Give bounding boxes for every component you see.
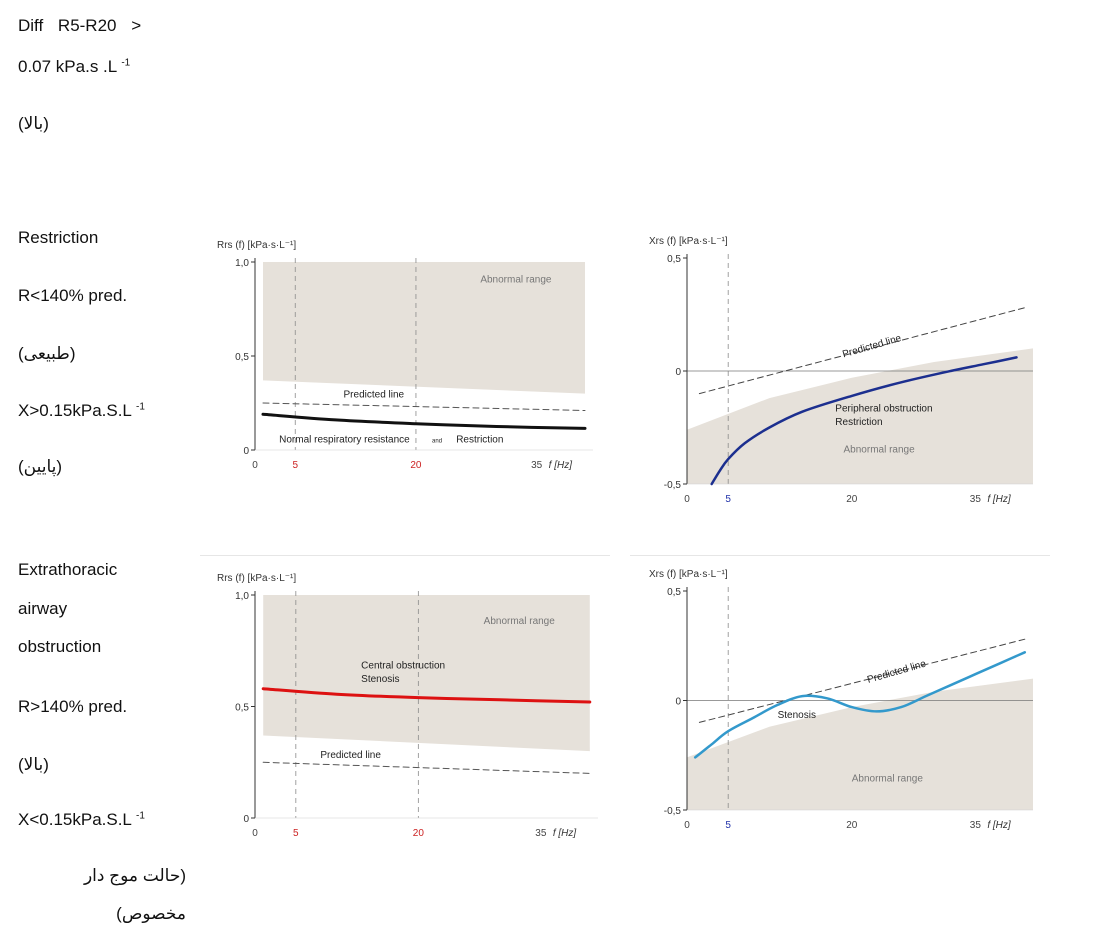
abnormal-range-region [263,262,585,394]
chart-annotation: Abnormal range [844,444,916,455]
y-tick-label: 1,0 [235,591,249,602]
predicted-line [262,402,586,411]
extrathoracic-r-rule: R>140% pred. [18,697,128,716]
y-tick-label: 0,5 [235,352,249,363]
x-axis-label: f [Hz] [987,494,1011,505]
chart-annotation: Central obstruction [361,661,445,672]
y-tick-label: 0 [243,446,249,457]
x-tick-label: 20 [410,460,422,471]
chart-restriction-xrs: -0,5 0 0,5 0 5 20 35 Xrs (f) [kPa·s·L⁻¹] f [Hz] P… [635,222,1055,524]
predicted-line [698,307,1026,395]
chart-extrathoracic-rrs-svg: 0 0,5 1,0 0 5 20 35 Rrs (f) [kPa·s·L⁻¹] f [Hz] Ab… [217,573,598,839]
extrathoracic-x-rule-text: X<0.15kPa.S.L [18,810,132,829]
y-tick-label: 0 [243,814,249,825]
chart-annotation: Stenosis [361,674,399,685]
y-tick-label: 1,0 [235,258,249,269]
restriction-x-rule-text: X>0.15kPa.S.L [18,401,132,420]
x-tick-label: 5 [725,494,731,505]
y-tick-label: -0,5 [664,480,682,491]
chart-annotation: Normal respiratory resistance [279,434,410,445]
x-tick-label: 20 [846,820,858,831]
table-separator [630,555,1050,556]
chart-annotation: Stenosis [778,710,816,721]
chart-annotation: Predicted line [866,658,928,685]
y-axis-label: Rrs (f) [kPa·s·L⁻¹] [217,573,296,584]
extrathoracic-x-note-1: (حالت موج دار [83,866,186,885]
extrathoracic-title-1: Extrathoracic [18,560,118,579]
chart-annotation: Restriction [456,434,503,445]
x-tick-label: 35 [535,828,547,839]
predicted-line [698,638,1026,723]
restriction-r-rule: R<140% pred. [18,286,128,305]
chart-annotation: Abnormal range [480,275,552,286]
chart-annotation: Predicted line [344,389,405,400]
chart-annotation: Predicted line [320,750,381,761]
chart-annotation: Restriction [835,417,882,428]
x-axis-label: f [Hz] [549,460,573,471]
restriction-title: Restriction [18,228,99,247]
extrathoracic-r-note: (بالا) [18,755,49,774]
extrathoracic-title-3: obstruction [18,637,102,656]
x-axis-label: f [Hz] [987,820,1011,831]
restriction-x-rule-exponent: -1 [136,401,145,413]
measured-curve [710,356,1018,486]
predicted-line [262,761,591,774]
y-tick-label: 0,5 [667,587,681,598]
extrathoracic-title-2: airway [18,599,68,618]
y-axis-label: Xrs (f) [kPa·s·L⁻¹] [649,569,728,580]
x-tick-label: 5 [725,820,731,831]
chart-restriction-rrs-svg: 0 0,5 1,0 0 5 20 35 Rrs (f) [kPa·s·L⁻¹] f [Hz] Ab… [217,240,593,471]
chart-annotation: and [432,438,442,444]
x-tick-label: 0 [252,828,258,839]
chart-extrathoracic-xrs: -0,5 0 0,5 0 5 20 35 Xrs (f) [kPa·s·L⁻¹] f [Hz] P… [635,555,1055,850]
x-tick-label: 0 [684,494,690,505]
x-tick-label: 5 [293,828,299,839]
chart-extrathoracic-rrs: 0 0,5 1,0 0 5 20 35 Rrs (f) [kPa·s·L⁻¹] f [Hz] Ab… [205,555,610,860]
y-axis-label: Rrs (f) [kPa·s·L⁻¹] [217,240,296,251]
y-tick-label: 0 [675,697,681,708]
table-separator [200,555,610,556]
x-tick-label: 35 [970,820,982,831]
criteria-diff-note: (بالا) [18,114,49,133]
chart-annotation: Abnormal range [852,774,924,785]
extrathoracic-x-note-2: مخصوص) [116,904,186,923]
criteria-diff-value: 0.07 kPa.s .L [18,57,117,76]
measured-curve [261,412,587,430]
y-tick-label: 0,5 [235,703,249,714]
criteria-diff-line-1: Diff R5-R20 > [18,16,142,35]
chart-annotation: Abnormal range [484,616,556,627]
restriction-x-rule: X>0.15kPa.S.L -1 [18,401,145,421]
y-tick-label: 0,5 [667,254,681,265]
x-tick-label: 0 [684,820,690,831]
restriction-r-note: (طبیعی) [18,344,76,363]
abnormal-range-region [687,678,1033,810]
chart-annotation: Peripheral obstruction [835,404,932,415]
measured-curve [261,687,592,704]
restriction-x-note: (پایین) [18,457,63,476]
extrathoracic-x-rule-exponent: -1 [136,810,145,822]
abnormal-range-region [263,595,590,752]
criteria-diff-line-2: 0.07 kPa.s .L -1 [18,57,130,77]
criteria-diff-exponent: -1 [121,57,131,69]
y-tick-label: 0 [675,367,681,378]
abnormal-range-region [687,348,1033,484]
chart-annotation: Predicted line [841,333,903,360]
measured-curve [693,651,1027,759]
y-tick-label: -0,5 [664,806,682,817]
x-tick-label: 35 [970,494,982,505]
extrathoracic-x-rule: X<0.15kPa.S.L -1 [18,810,145,830]
x-tick-label: 0 [252,460,258,471]
x-axis-label: f [Hz] [553,828,577,839]
x-tick-label: 20 [846,494,858,505]
x-tick-label: 35 [531,460,543,471]
x-tick-label: 5 [292,460,298,471]
y-axis-label: Xrs (f) [kPa·s·L⁻¹] [649,236,728,247]
chart-restriction-rrs: 0 0,5 1,0 0 5 20 35 Rrs (f) [kPa·s·L⁻¹] f [Hz] Ab… [205,222,605,492]
x-tick-label: 20 [413,828,425,839]
